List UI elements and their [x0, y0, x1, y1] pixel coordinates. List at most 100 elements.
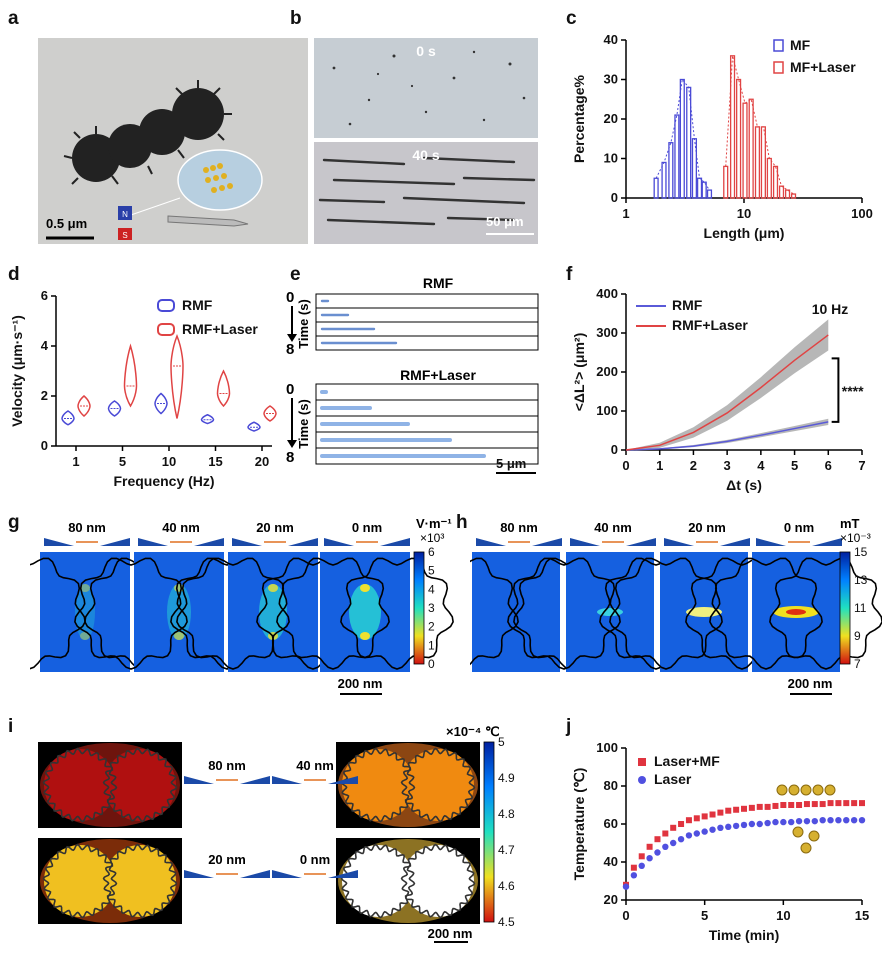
hotspot [268, 584, 278, 592]
colorbar-tick: 4.8 [498, 807, 515, 821]
histogram-bar [679, 78, 685, 199]
data-point [795, 817, 803, 825]
violin [170, 333, 184, 419]
x-tick-label: 0 [622, 458, 629, 473]
particle-outline [769, 557, 882, 670]
scale-bar-label: 200 nm [788, 676, 833, 691]
rmf-time-start: 0 [286, 289, 294, 306]
colorbar-multiplier: ×10³ [420, 531, 444, 545]
y-tick-label: 100 [596, 740, 618, 755]
x-tick-label: 1 [72, 454, 79, 469]
hotspot [80, 584, 90, 592]
colorbar-unit: mT [840, 516, 860, 531]
histogram-bar [742, 102, 748, 199]
nanoparticle-icon [792, 826, 804, 838]
y-axis-label: Temperature (℃) [571, 768, 587, 881]
hotspot [174, 632, 184, 640]
x-tick-label: 5 [791, 458, 798, 473]
series-line [625, 334, 829, 451]
y-axis-label: Velocity (μm·s⁻¹) [9, 315, 25, 427]
gap-icon-wedge-left [570, 538, 600, 546]
x-tick-label: 15 [855, 908, 869, 923]
particle-outline [42, 843, 118, 919]
nanoparticle-icon [812, 784, 824, 796]
x-tick-label: 1 [656, 458, 663, 473]
data-point [717, 809, 724, 816]
rmf-laser-trajectories [320, 390, 486, 458]
histogram-bar [723, 165, 729, 199]
panel-b-micrographs: 0 s 40 s 50 μm [314, 38, 538, 244]
particle-fill [44, 749, 116, 821]
particle-fill [44, 845, 116, 917]
data-point [693, 830, 700, 837]
colorbar-tick: 5 [428, 564, 435, 578]
y-tick-label: 0 [611, 190, 618, 205]
legend-label: RMF [672, 297, 703, 313]
data-point [654, 836, 661, 843]
x-tick-label: 5 [701, 908, 708, 923]
histogram-bar [696, 177, 703, 199]
data-point [803, 801, 810, 808]
legend-label: RMF+Laser [182, 321, 258, 337]
rmf-time-axis-label: Time (s) [296, 299, 311, 349]
scale-bar-label: 200 nm [428, 926, 473, 941]
violin [154, 392, 168, 415]
data-point [748, 820, 756, 828]
distribution-fit-line [655, 78, 710, 191]
panel-h-letter: h [456, 512, 468, 533]
data-point [788, 802, 795, 808]
x-tick-label: 100 [851, 206, 873, 221]
colorbar-tick: 2 [428, 620, 435, 634]
data-point [827, 817, 834, 824]
x-tick-label: 10 [737, 206, 751, 221]
y-tick-label: 4 [41, 338, 49, 353]
data-point [827, 800, 834, 807]
data-point [858, 817, 866, 824]
data-point [709, 811, 716, 818]
group2-title: RMF+Laser [400, 367, 476, 383]
efield-map [276, 552, 454, 672]
x-tick-label: 7 [858, 458, 865, 473]
data-point [859, 800, 865, 807]
y-tick-label: 20 [604, 892, 618, 907]
histogram-bar [754, 126, 761, 199]
y-tick-label: 40 [604, 854, 618, 869]
legend-swatch [157, 323, 175, 336]
data-point [670, 824, 677, 831]
nanoparticle-icon [776, 784, 788, 796]
gap-icon-wedge-right [720, 538, 750, 546]
data-point [677, 836, 685, 843]
y-tick-label: 0 [41, 438, 48, 453]
x-tick-label: 4 [757, 458, 765, 473]
data-point [819, 817, 826, 824]
gap-icon-label: 20 nm [256, 520, 294, 535]
colorbar-tick: 4 [428, 582, 435, 596]
colorbar-tick: 5 [498, 735, 505, 749]
nanoparticle-icon [824, 784, 836, 796]
significance-bracket [831, 357, 840, 423]
data-point [725, 823, 732, 831]
time-label-bottom: 40 s [412, 147, 439, 163]
data-point [780, 802, 787, 808]
efield-map [74, 552, 284, 672]
histogram-bar [729, 55, 736, 199]
violin [263, 405, 277, 422]
particle-outline [276, 557, 390, 670]
panel-g-letter: g [8, 512, 20, 533]
x-axis-label: Length (μm) [704, 225, 785, 241]
data-point [772, 818, 779, 826]
data-point [622, 883, 630, 890]
hotspot-core [786, 609, 806, 615]
thermal-map [38, 742, 182, 828]
data-point [756, 803, 763, 810]
nanoparticle-icon [788, 784, 800, 796]
violin [123, 343, 138, 408]
scale-bar-label: 50 μm [486, 214, 524, 229]
x-axis-label: Frequency (Hz) [113, 473, 214, 489]
histogram-bar [661, 161, 667, 199]
chart-j: 20 40 60 80 100 0 5 10 15 Time (min) Temperature (… [571, 740, 869, 943]
scale-bar-label: 200 nm [338, 676, 383, 691]
data-point [811, 801, 818, 808]
y-tick-label: 200 [596, 364, 618, 379]
